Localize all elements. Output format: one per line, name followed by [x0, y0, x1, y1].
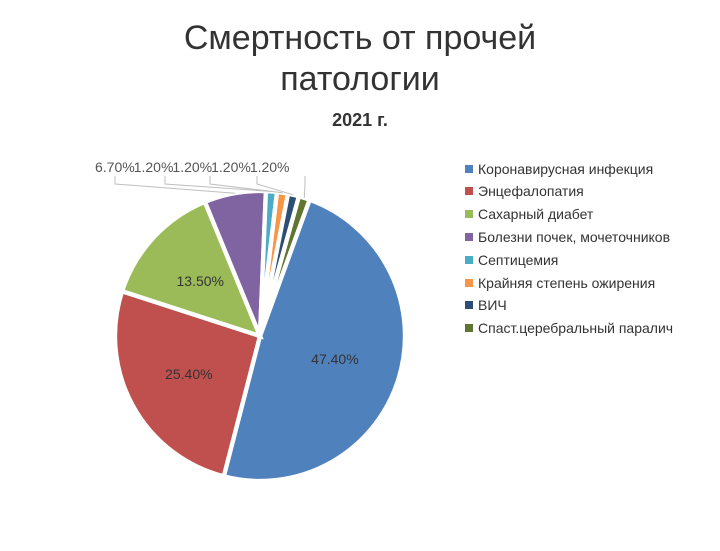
- slice-label: 13.50%: [177, 273, 224, 289]
- outer-slice-label: 1.20%: [250, 159, 290, 175]
- legend-item: Крайняя степень ожирения: [465, 275, 685, 292]
- legend-marker: [465, 187, 473, 195]
- leader-line: [165, 176, 271, 191]
- outer-slice-label: 1.20%: [134, 159, 174, 175]
- legend-item: Спаст.церебральный паралич: [465, 320, 685, 337]
- legend-label: Энцефалопатия: [478, 183, 584, 200]
- outer-slice-label: 1.20%: [211, 159, 251, 175]
- outer-slice-labels: 6.70%1.20%1.20%1.20%1.20%: [95, 159, 289, 175]
- legend: Коронавирусная инфекция Энцефалопатия Саха…: [465, 161, 685, 343]
- legend-label: Коронавирусная инфекция: [478, 161, 653, 178]
- legend-item: Болезни почек, мочеточников: [465, 229, 685, 246]
- legend-label: Спаст.церебральный паралич: [478, 320, 673, 337]
- title-line-1: Смертность от прочей: [184, 19, 536, 57]
- title-line-2: патологии: [280, 60, 439, 98]
- chart-area: 6.70%1.20%1.20%1.20%1.20% Коронавирусная…: [0, 131, 720, 551]
- pie-chart: [115, 191, 405, 481]
- legend-label: ВИЧ: [478, 297, 507, 314]
- legend-marker: [465, 324, 473, 332]
- legend-marker: [465, 165, 473, 173]
- legend-label: Крайняя степень ожирения: [478, 275, 655, 292]
- legend-marker: [465, 233, 473, 241]
- chart-subtitle: 2021 г.: [0, 110, 720, 131]
- legend-label: Болезни почек, мочеточников: [478, 229, 670, 246]
- page-title: Смертность от прочей патологии: [0, 0, 720, 100]
- outer-slice-label: 6.70%: [95, 159, 135, 175]
- legend-item: Септицемия: [465, 252, 685, 269]
- legend-marker: [465, 301, 473, 309]
- legend-marker: [465, 279, 473, 287]
- legend-marker: [465, 256, 473, 264]
- slice-label: 25.40%: [165, 366, 212, 382]
- legend-item: Сахарный диабет: [465, 206, 685, 223]
- slice-label: 47.40%: [311, 351, 358, 367]
- legend-label: Сахарный диабет: [478, 206, 593, 223]
- legend-label: Септицемия: [478, 252, 558, 269]
- legend-item: Энцефалопатия: [465, 183, 685, 200]
- outer-slice-label: 1.20%: [172, 159, 212, 175]
- legend-item: Коронавирусная инфекция: [465, 161, 685, 178]
- legend-item: ВИЧ: [465, 297, 685, 314]
- legend-marker: [465, 210, 473, 218]
